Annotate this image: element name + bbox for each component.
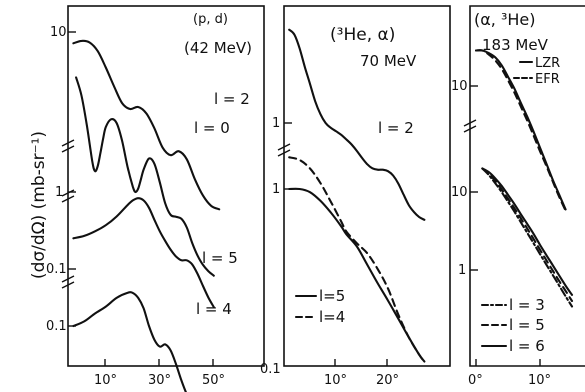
panel-he3a-ytick-label: 1 bbox=[272, 182, 280, 197]
legend-ahe3-bottom: l = 3 l = 5 l = 6 bbox=[480, 296, 545, 355]
series-ahe3-l6 bbox=[481, 167, 574, 296]
panel-pd-ytick-label: 1 bbox=[55, 185, 63, 200]
panel-ahe3-frame bbox=[469, 5, 585, 367]
curve-label-pd-l4: l = 4 bbox=[196, 300, 232, 318]
curve-label-pd-l0: l = 0 bbox=[194, 119, 230, 137]
panel-he3a-frame bbox=[283, 5, 451, 367]
panel-pd-xtick-label: 30° bbox=[148, 373, 171, 388]
legend-he3a-l5: l=5 bbox=[319, 287, 345, 305]
panel-ahe3-ytick-label: 1 bbox=[458, 263, 466, 278]
series-ahe3-l5 bbox=[481, 167, 574, 303]
panel-pd-axis-break bbox=[61, 139, 75, 289]
legend-efr: EFR bbox=[535, 72, 560, 87]
legend-lzr: LZR bbox=[535, 56, 560, 71]
series-pd-l5 bbox=[72, 197, 215, 309]
series-he3a-l5 bbox=[288, 187, 426, 363]
panel-he3a-xtick-label: 10° bbox=[324, 373, 347, 388]
panel-pd-ytick-label: 0.1 bbox=[46, 262, 67, 277]
legend-he3a: l=5 l=4 bbox=[294, 287, 345, 326]
panel-he3a-ytick-label: 1 bbox=[272, 116, 280, 131]
panel-pd-frame bbox=[67, 5, 265, 367]
y-axis-label: (dσ/dΩ) (mb-sr⁻¹) bbox=[29, 131, 49, 279]
series-ahe3-efr bbox=[474, 49, 567, 212]
panel-he3a-title: (³He, α) bbox=[330, 25, 395, 45]
curve-label-pd-l2: l = 2 bbox=[214, 90, 250, 108]
panel-ahe3-ytick-label: 10 bbox=[451, 185, 468, 200]
series-he3a-l4 bbox=[288, 156, 426, 363]
panel-ahe3-title: (α, ³He) bbox=[474, 10, 536, 29]
legend-l3: l = 3 bbox=[509, 296, 545, 314]
series-he3a-l2 bbox=[288, 28, 426, 221]
series-ahe3-l3 bbox=[481, 167, 574, 308]
series-pd-l0 bbox=[75, 76, 215, 277]
panel-pd-title: (p, d) bbox=[193, 12, 228, 27]
legend-l5: l = 5 bbox=[509, 316, 545, 334]
panel-pd: (p, d) (42 MeV) 10 1 0.1 0.1 10° 30° 50° bbox=[46, 5, 265, 392]
legend-ahe3-top: LZR EFR bbox=[512, 56, 560, 87]
panel-he3a-axis-break bbox=[277, 143, 291, 157]
panel-pd-xtick-label: 50° bbox=[202, 373, 225, 388]
legend-he3a-l4: l=4 bbox=[319, 308, 345, 326]
curve-label-pd-l5: l = 5 bbox=[202, 249, 238, 267]
curve-label-he3a-l2: l = 2 bbox=[378, 119, 414, 137]
panel-ahe3-xtick-label: 10° bbox=[528, 373, 551, 388]
panel-pd-ytick-label: 0.1 bbox=[46, 319, 67, 334]
panel-ahe3: (α, ³He) 183 MeV 10 10 1 0° 10° LZR EFR … bbox=[451, 5, 585, 388]
panel-he3a-xtick-label: 20° bbox=[376, 373, 399, 388]
panel-he3a: (³He, α) 70 MeV 1 1 0.1 10° 20° l = 2 l=… bbox=[260, 5, 451, 388]
panel-ahe3-axis-break bbox=[463, 119, 477, 133]
panel-he3a-ytick-label: 0.1 bbox=[260, 362, 281, 377]
panel-pd-ytick-label: 10 bbox=[50, 25, 67, 40]
legend-l6: l = 6 bbox=[509, 337, 545, 355]
series-pd-l2 bbox=[72, 39, 221, 211]
panel-pd-subtitle: (42 MeV) bbox=[184, 39, 252, 57]
series-pd-l4 bbox=[72, 291, 187, 392]
panel-ahe3-ytick-label: 10 bbox=[451, 79, 468, 94]
panel-ahe3-xtick-label: 0° bbox=[468, 373, 483, 388]
panel-pd-xtick-label: 10° bbox=[94, 373, 117, 388]
panel-he3a-subtitle: 70 MeV bbox=[360, 52, 417, 70]
panel-ahe3-subtitle: 183 MeV bbox=[482, 36, 549, 54]
